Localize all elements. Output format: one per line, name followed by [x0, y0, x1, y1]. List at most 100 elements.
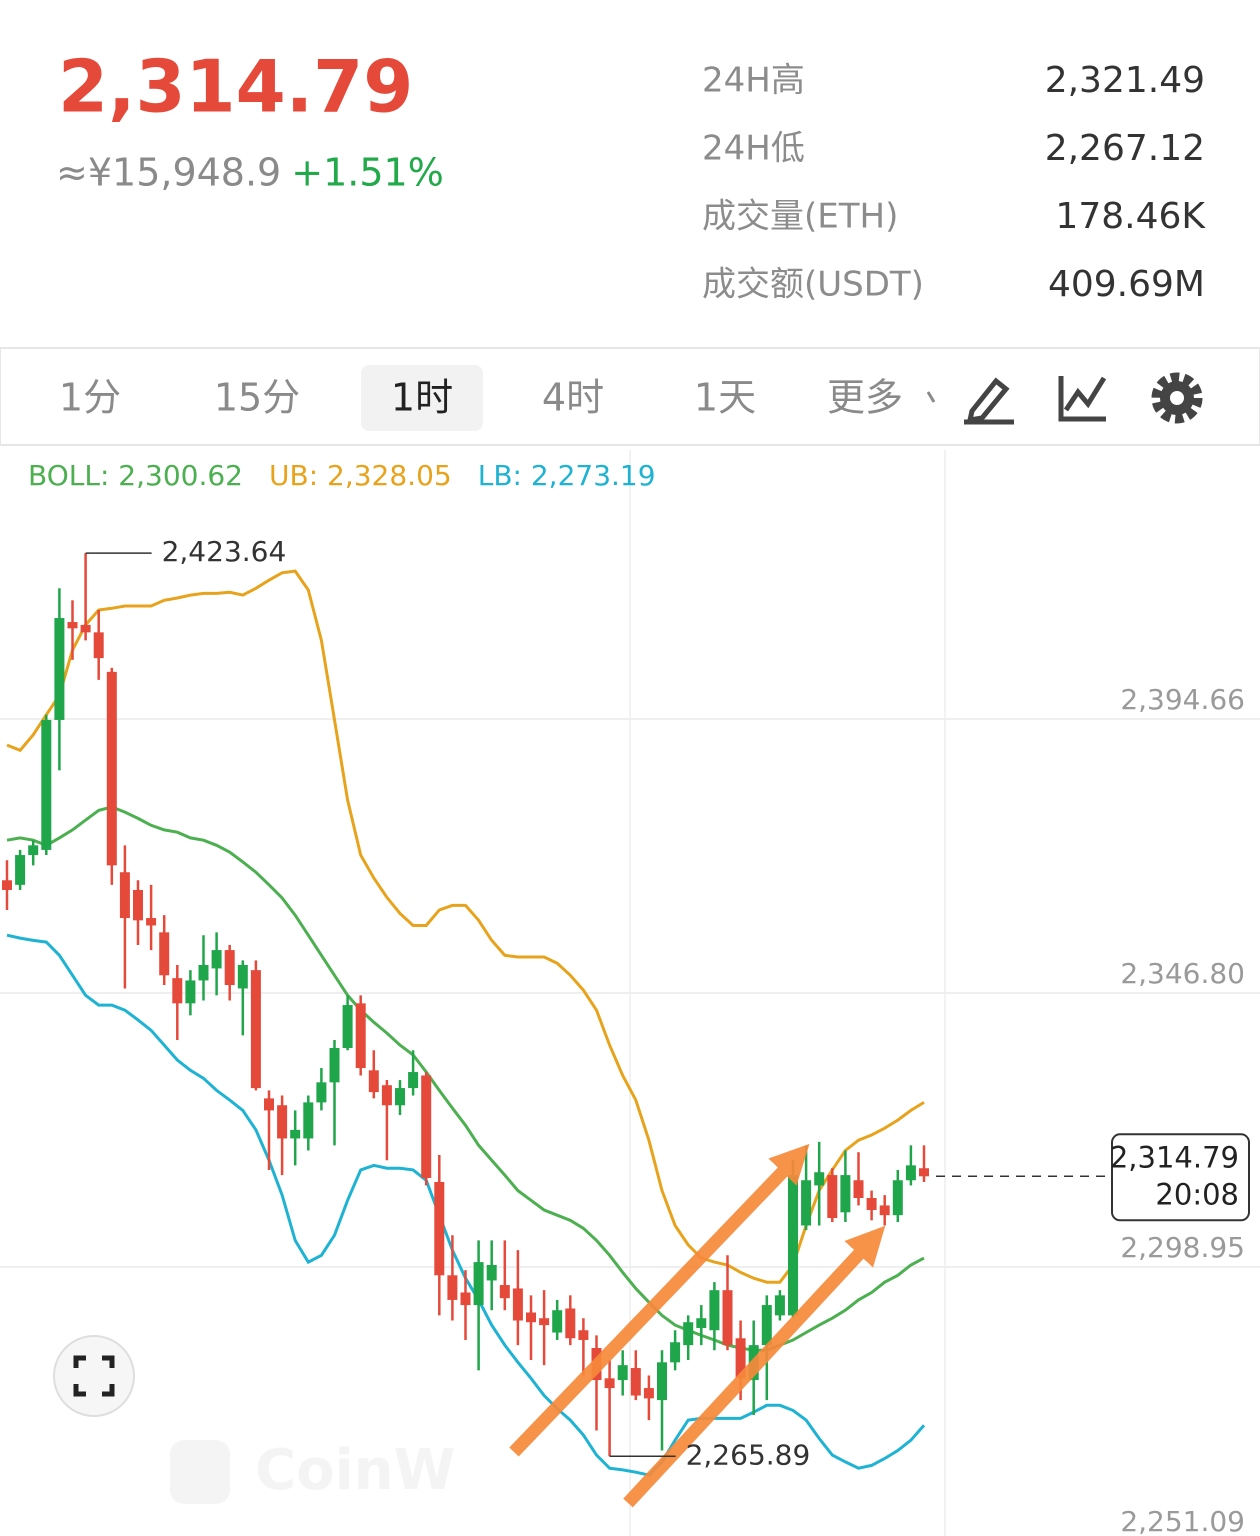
stat-label: 24H低 — [702, 129, 805, 169]
candle-body — [264, 1098, 274, 1111]
tabs: 1分 15分 1时 4时 1天 更多 — [59, 365, 936, 431]
candle-body — [80, 624, 91, 633]
candle-body — [146, 918, 157, 926]
candle-body — [892, 1180, 903, 1216]
legend-entry: LB: 2,273.19 — [478, 459, 656, 492]
candle-body — [617, 1365, 628, 1381]
extreme-label: 2,423.64 — [162, 535, 287, 568]
trend-arrows — [509, 1143, 886, 1508]
candle-body — [827, 1175, 838, 1219]
stats: 24H高 2,321.49 24H低 2,267.12 成交量(ETH) 178.46K 成… — [702, 60, 1206, 305]
boll-line — [6, 805, 925, 1352]
boll-line — [6, 933, 926, 1477]
candle-body — [539, 1318, 550, 1326]
candle-body — [866, 1198, 877, 1211]
candle-body — [67, 622, 78, 629]
countdown: 20:08 — [1155, 1177, 1239, 1211]
tab[interactable]: 4时 — [542, 376, 604, 420]
candle-body — [159, 932, 170, 976]
candle-body — [919, 1168, 929, 1177]
dropdown-caret — [926, 391, 936, 403]
price-change: +1.51% — [291, 151, 444, 195]
y-tick-label: 2,394.66 — [1120, 683, 1245, 716]
candle-body — [722, 1290, 733, 1346]
candle-body — [329, 1048, 340, 1083]
active-tab-bg — [361, 365, 483, 431]
candle-body — [421, 1075, 432, 1178]
candle-body — [879, 1205, 890, 1216]
candle-body — [277, 1105, 288, 1139]
candle-body — [670, 1342, 681, 1363]
last-price-label: 2,314.79 — [1110, 1140, 1239, 1174]
candle-body — [41, 719, 52, 850]
settings[interactable] — [1151, 372, 1203, 424]
candle-body — [316, 1082, 327, 1103]
candle-body — [565, 1308, 576, 1339]
legend-entry: UB: 2,328.05 — [269, 459, 452, 492]
candle-body — [709, 1290, 720, 1331]
candle-body — [211, 950, 222, 969]
candle-body — [447, 1275, 458, 1300]
candle-body — [355, 1003, 366, 1069]
candle-body — [93, 632, 104, 659]
fiat-price: ≈¥15,948.9 — [56, 151, 281, 195]
last-price: 2,314.79 — [58, 45, 413, 129]
candle-body — [185, 980, 196, 1004]
tab[interactable]: 更多 — [827, 376, 903, 420]
candle-body — [643, 1388, 654, 1399]
y-tick-label: 2,298.95 — [1120, 1231, 1245, 1264]
candle-body — [486, 1264, 497, 1281]
candle-body — [460, 1292, 471, 1306]
legend-entry: BOLL: 2,300.62 — [28, 459, 243, 492]
candle-body — [250, 970, 261, 1089]
candle-body — [408, 1072, 419, 1089]
candle-body — [224, 950, 235, 986]
candle-body — [499, 1285, 510, 1299]
candle-body — [368, 1070, 379, 1093]
candle-body — [15, 855, 26, 885]
watermark-text: CoinW — [255, 1438, 455, 1503]
candle-body — [526, 1312, 536, 1323]
stat-value: 178.46K — [1055, 196, 1206, 237]
y-tick-label: 2,346.80 — [1120, 957, 1245, 990]
candle-body — [303, 1102, 314, 1139]
candle-body — [788, 1175, 798, 1316]
tab[interactable]: 1分 — [59, 376, 121, 420]
candle-body — [434, 1181, 445, 1276]
candle-body — [512, 1288, 523, 1321]
grid: 2,394.66 2,346.80 2,298.95 2,251.09 — [0, 683, 1260, 1536]
candle-body — [735, 1338, 746, 1379]
indicator-tool[interactable] — [1058, 376, 1107, 422]
candle-body — [381, 1085, 392, 1106]
stat-value: 409.69M — [1048, 264, 1205, 305]
fullscreen-button[interactable] — [53, 1335, 135, 1417]
tab[interactable]: 15分 — [214, 376, 300, 420]
last-price-box — [1111, 1133, 1250, 1222]
candle-body — [106, 671, 117, 866]
candle-body — [630, 1368, 641, 1396]
candle-body — [683, 1322, 694, 1346]
legend: BOLL: 2,300.62 UB: 2,328.05 LB: 2,273.19 — [28, 459, 656, 492]
candle-body — [473, 1262, 484, 1306]
candle-body — [342, 1005, 353, 1049]
candle-body — [774, 1295, 785, 1316]
candle-body — [552, 1310, 563, 1333]
stat-label: 成交量(ETH) — [702, 197, 898, 237]
candle-body — [840, 1175, 851, 1213]
candle-body — [119, 872, 130, 919]
candle-body — [801, 1180, 812, 1226]
stat-label: 24H高 — [702, 61, 805, 101]
draw-tool[interactable] — [964, 377, 1014, 425]
tab[interactable]: 1天 — [694, 376, 756, 420]
extreme-label: 2,265.89 — [686, 1438, 811, 1471]
tab[interactable]: 1时 — [391, 376, 453, 420]
candle-body — [853, 1180, 864, 1199]
candle-body — [133, 889, 143, 921]
watermark: CoinW — [170, 1438, 455, 1504]
boll-line — [6, 569, 925, 1284]
candle-body — [198, 964, 209, 981]
candle-body — [237, 964, 248, 989]
